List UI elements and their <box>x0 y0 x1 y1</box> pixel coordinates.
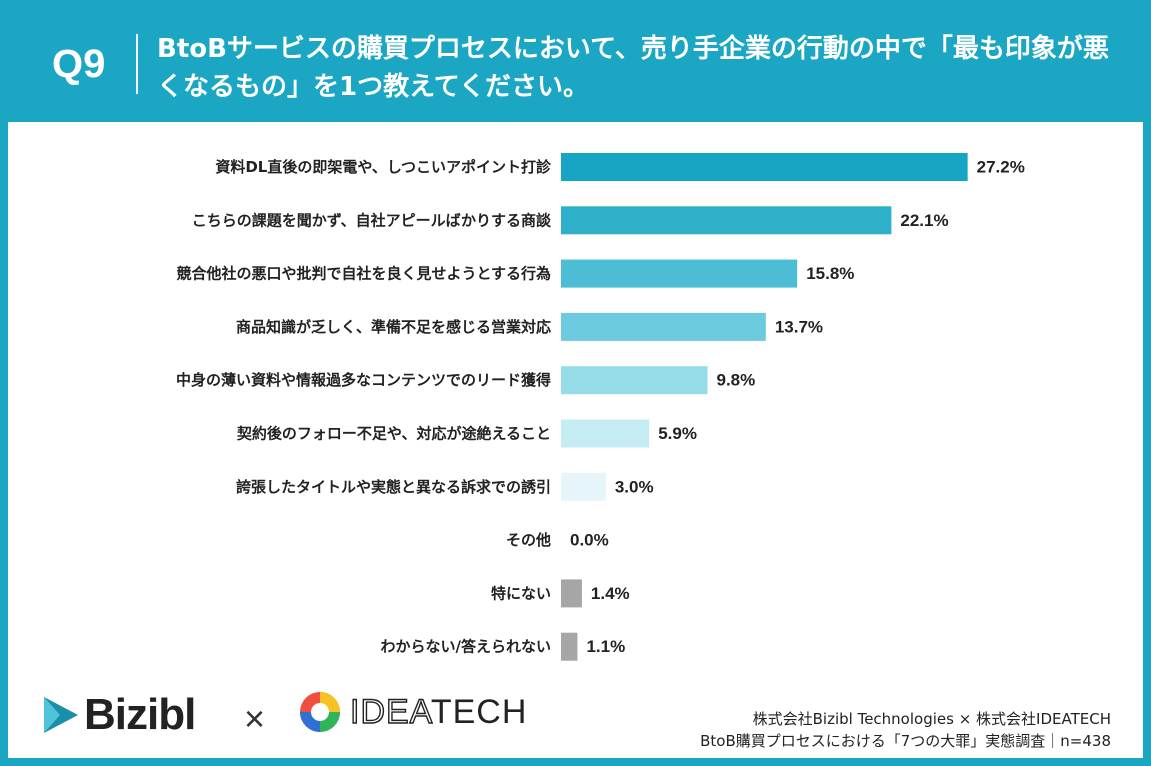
category-label: 誇張したタイトルや実態と異なる訴求での誘引 <box>236 478 551 496</box>
value-label: 13.7% <box>775 317 823 336</box>
bar <box>561 472 606 501</box>
bar <box>561 153 968 181</box>
value-label: 15.8% <box>806 264 854 283</box>
category-label: こちらの課題を聞かず、自社アピールばかりする商談 <box>192 211 552 229</box>
category-label: 資料DL直後の即架電や、しつこいアポイント打診 <box>215 158 552 176</box>
collab-times-sign: × <box>244 698 266 739</box>
header-divider <box>136 34 138 94</box>
bar <box>561 579 582 608</box>
ideatech-color-wheel-icon <box>300 692 340 732</box>
category-label: 特にない <box>491 584 551 602</box>
ideatech-wordmark-tech: TECH <box>430 692 528 731</box>
bizibl-wordmark: Bizibl <box>84 690 196 739</box>
value-label: 1.4% <box>591 584 630 603</box>
bar <box>561 419 650 448</box>
value-label: 3.0% <box>615 477 654 496</box>
category-label: 契約後のフォロー不足や、対応が途絶えること <box>236 425 551 443</box>
bizibl-play-icon <box>44 697 78 733</box>
chart-card: 資料DL直後の即架電や、しつこいアポイント打診 27.2% こちらの課題を聞かず、自… <box>8 122 1143 758</box>
bar <box>561 632 578 661</box>
category-label: 競合他社の悪口や批判で自社を良く見せようとする行為 <box>176 265 551 283</box>
category-label: 商品知識が乏しく、準備不足を感じる営業対応 <box>236 318 551 336</box>
bar <box>561 206 892 235</box>
category-label: 中身の薄い資料や情報過多なコンテンツでのリード獲得 <box>176 371 551 389</box>
bizibl-logo: Bizibl <box>40 690 196 740</box>
category-label: わからない/答えられない <box>381 638 551 656</box>
credit-companies: 株式会社Bizibl Technologies × 株式会社IDEATECH <box>752 710 1111 728</box>
ideatech-logo: IDEATECH <box>298 690 527 734</box>
value-label: 1.1% <box>586 637 625 656</box>
value-label: 5.9% <box>658 424 697 443</box>
credit-block: 株式会社Bizibl Technologies × 株式会社IDEATECH B… <box>700 708 1111 752</box>
header-banner: Q9 BtoBサービスの購買プロセスにおいて、売り手企業の行動の中で「最も印象が… <box>0 0 1151 122</box>
bar <box>561 259 798 288</box>
category-label: その他 <box>506 531 551 549</box>
value-label: 22.1% <box>900 211 948 230</box>
bar-chart: 資料DL直後の即架電や、しつこいアポイント打診 27.2% こちらの課題を聞かず、自… <box>176 153 1025 661</box>
value-label: 0.0% <box>570 531 609 550</box>
question-number: Q9 <box>52 42 106 86</box>
question-title: BtoBサービスの購買プロセスにおいて、売り手企業の行動の中で「最も印象が悪くな… <box>157 34 1109 102</box>
value-label: 9.8% <box>717 371 756 390</box>
value-label: 27.2% <box>977 158 1025 177</box>
credit-survey: BtoB購買プロセスにおける「7つの大罪」実態調査｜n=438 <box>700 732 1111 750</box>
ideatech-wordmark-idea: IDEA <box>349 692 431 731</box>
bar <box>561 366 708 395</box>
bar <box>561 312 766 341</box>
